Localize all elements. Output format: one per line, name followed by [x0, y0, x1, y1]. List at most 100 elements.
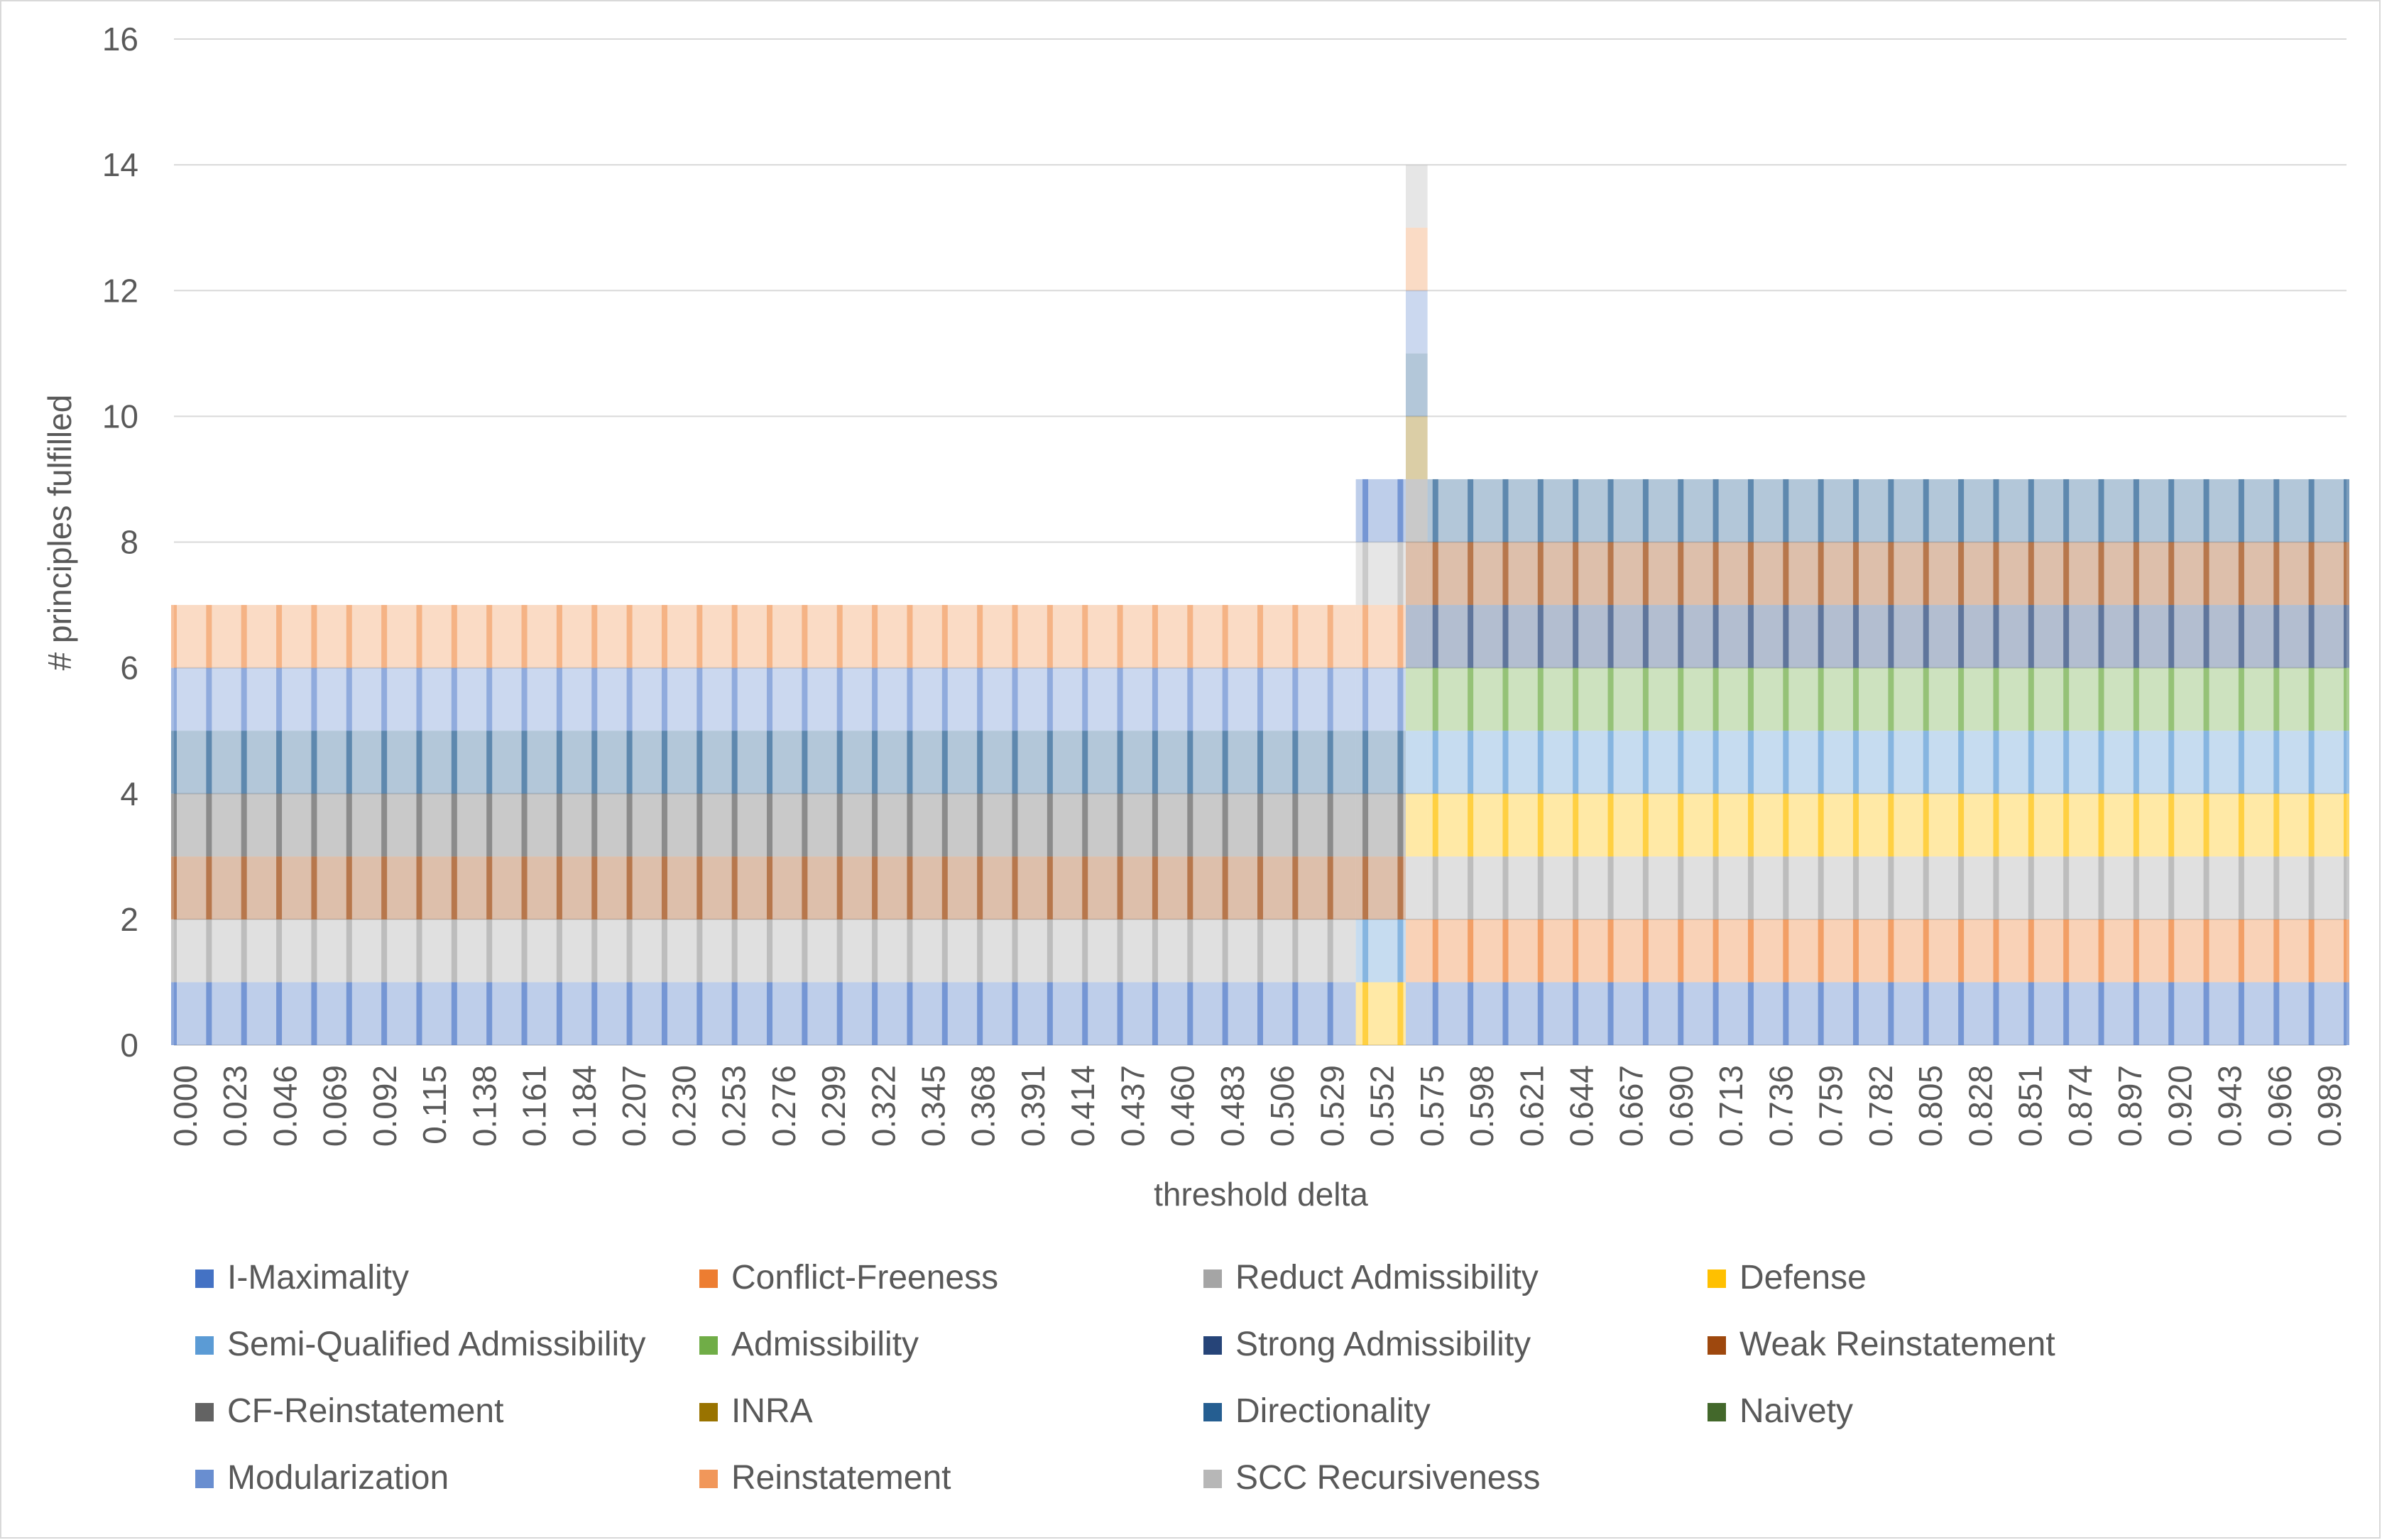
bar-column — [1327, 919, 1333, 983]
bar-column — [1818, 479, 1824, 542]
bar-column — [1783, 731, 1789, 794]
legend-swatch — [1203, 1269, 1222, 1288]
bar-column — [1257, 856, 1263, 919]
bar-column — [2308, 856, 2315, 919]
legend-label: INRA — [731, 1392, 813, 1430]
bar-column — [1257, 731, 1263, 794]
bar-column — [521, 605, 528, 668]
legend-label: Defense — [1739, 1259, 1867, 1296]
bar-column — [1712, 793, 1719, 857]
bar-column — [521, 856, 528, 919]
bar-column — [1818, 605, 1824, 668]
bar-column — [907, 919, 913, 983]
bar-column — [1222, 605, 1228, 668]
bar-column — [2238, 479, 2244, 542]
bar-column — [1993, 731, 1999, 794]
legend-item: Reduct Admissibility — [1203, 1259, 1539, 1296]
x-tick-label: 0.437 — [1114, 1065, 1151, 1147]
bar-column — [1853, 793, 1859, 857]
bar-column — [696, 731, 703, 794]
x-tick-label: 0.207 — [616, 1065, 652, 1147]
legend-item: Reinstatement — [699, 1459, 951, 1497]
gridlines — [174, 38, 2347, 1046]
bar-column — [381, 919, 388, 983]
bar-column — [1993, 793, 1999, 857]
bar-column — [556, 605, 562, 668]
bar-column — [1747, 982, 1754, 1045]
bar-column — [276, 667, 283, 731]
bar-column — [1117, 919, 1123, 983]
bar-column — [206, 793, 212, 857]
bar-column — [1712, 479, 1719, 542]
bar-column — [486, 982, 493, 1045]
bar-column — [1468, 793, 1474, 857]
bar-column — [1923, 856, 1929, 919]
bar-column — [1327, 982, 1333, 1045]
bar-column — [1607, 605, 1614, 668]
x-tick-label: 0.552 — [1364, 1065, 1401, 1147]
bar-column — [556, 793, 562, 857]
bar-column — [1607, 731, 1614, 794]
bar-column — [1362, 542, 1369, 606]
bar-column — [2308, 731, 2315, 794]
bar-column — [1502, 856, 1509, 919]
bar-column — [591, 919, 598, 983]
bar-segment — [1406, 667, 1428, 731]
bar-column — [1678, 919, 1684, 983]
bar-column — [1327, 731, 1333, 794]
y-tick-label: 8 — [120, 524, 138, 561]
bar-column — [2203, 793, 2209, 857]
legend-item: Directionality — [1203, 1392, 1431, 1430]
bar-column — [1607, 542, 1614, 606]
bar-column — [1502, 793, 1509, 857]
bar-column — [1397, 919, 1404, 983]
bar-column — [1362, 605, 1369, 668]
bar-segment — [1406, 731, 1428, 794]
bar-column — [1537, 605, 1544, 668]
bar-column — [1642, 731, 1649, 794]
bar-column — [696, 793, 703, 857]
bar-column — [2168, 731, 2175, 794]
x-tick-label: 0.805 — [1912, 1065, 1949, 1147]
bar-column — [2098, 793, 2104, 857]
bar-column — [802, 793, 808, 857]
bar-column — [2308, 605, 2315, 668]
bar-column — [2273, 731, 2280, 794]
bar-column — [872, 919, 878, 983]
bar-column — [2273, 919, 2280, 983]
bar-column — [1958, 731, 1965, 794]
bar-column — [2133, 919, 2139, 983]
bar-segment — [1406, 227, 1428, 291]
x-tick-label: 0.391 — [1015, 1065, 1051, 1147]
bar-column — [2344, 667, 2349, 731]
x-axis-title: threshold delta — [1154, 1176, 1368, 1213]
bar-column — [941, 667, 948, 731]
bar-column — [1712, 542, 1719, 606]
x-tick-label: 0.943 — [2212, 1065, 2249, 1147]
bar-column — [1818, 919, 1824, 983]
bar-column — [1747, 667, 1754, 731]
bar-segment — [1427, 542, 2347, 606]
bar-column — [1082, 793, 1088, 857]
bar-segment — [174, 793, 1356, 857]
bar-column — [1783, 605, 1789, 668]
bar-column — [1712, 982, 1719, 1045]
bar-column — [1573, 731, 1579, 794]
bar-column — [1397, 605, 1404, 668]
bar-column — [1888, 542, 1894, 606]
bar-column — [1642, 919, 1649, 983]
bar-column — [1397, 731, 1404, 794]
bar-column — [486, 856, 493, 919]
bar-column — [661, 793, 667, 857]
bar-column — [1432, 667, 1438, 731]
x-tick-label: 0.667 — [1613, 1065, 1650, 1147]
bar-column — [907, 856, 913, 919]
bar-column — [941, 919, 948, 983]
bar-column — [241, 667, 247, 731]
bar-column — [731, 793, 738, 857]
bar-column — [1747, 542, 1754, 606]
bar-column — [1607, 667, 1614, 731]
bar-column — [2203, 731, 2209, 794]
bar-column — [591, 667, 598, 731]
